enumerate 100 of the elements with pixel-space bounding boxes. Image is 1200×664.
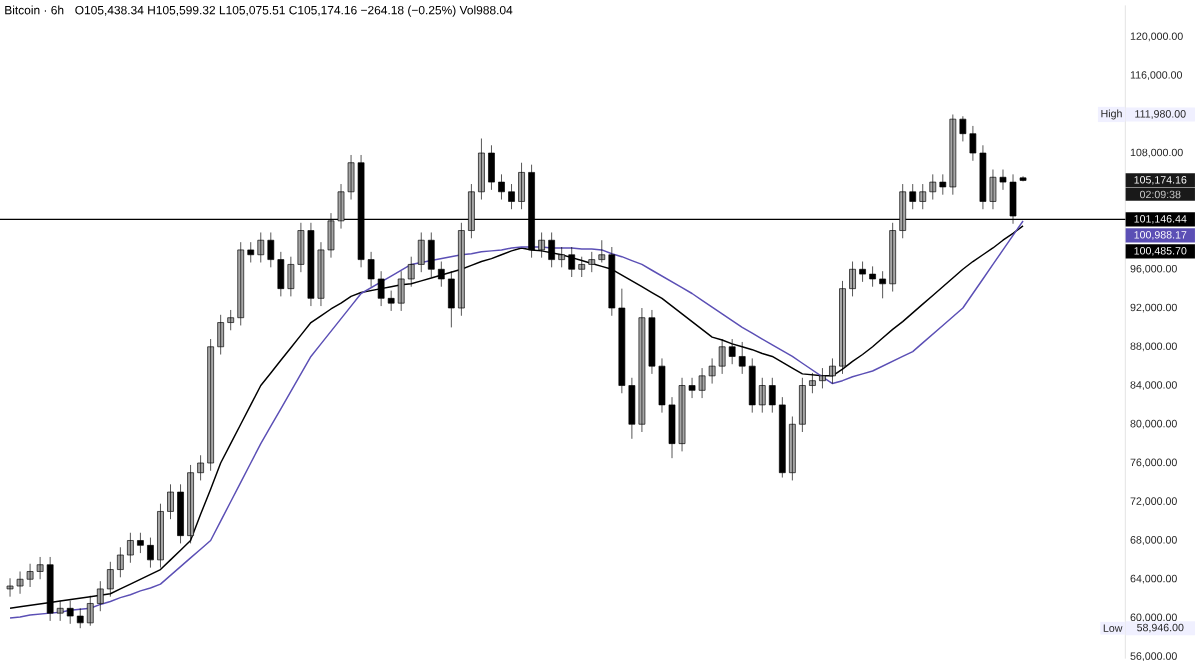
candlestick: [768, 377, 776, 413]
candlestick: [36, 556, 44, 580]
candlestick: [518, 162, 525, 210]
candlestick: [447, 270, 455, 328]
candlestick: [859, 261, 866, 283]
candlestick: [698, 367, 706, 399]
candlestick: [718, 338, 726, 375]
text: 111,980.00: [1135, 110, 1186, 119]
candlestick: [678, 377, 686, 452]
candlestick: [117, 546, 124, 578]
candlestick: [538, 232, 545, 258]
candlestick: [989, 169, 997, 210]
candlestick: [648, 309, 656, 375]
candlestick: [598, 239, 606, 263]
text: 58,946.00: [1137, 623, 1184, 633]
text: Low: [1103, 624, 1123, 632]
y-tick-label: 60,000.00: [1130, 613, 1177, 623]
candlestick: [929, 174, 937, 200]
candlestick: [197, 454, 204, 481]
annotation: O105,438.34 H105,599.32 L105,075.51 C105,174.16 −264.18 (−0.25%) Vol988.04: [75, 5, 513, 17]
candlestick: [578, 256, 586, 278]
candlestick: [427, 232, 435, 278]
candlestick: [347, 154, 355, 200]
candlestick: [618, 288, 626, 394]
candlestick: [778, 396, 786, 478]
candlestick: [508, 183, 515, 210]
candlestick: [237, 241, 245, 326]
candlestick: [548, 232, 555, 268]
y-tick-label: 96,000.00: [1130, 264, 1177, 274]
candlestick: [969, 125, 977, 162]
candlestick: [839, 280, 846, 375]
candlestick: [999, 169, 1007, 191]
candlestick: [949, 114, 957, 196]
candlestick: [187, 464, 194, 544]
candlestick: [849, 261, 856, 297]
candlestick: [167, 483, 174, 520]
candlestick: [207, 338, 214, 472]
y-tick-label: 68,000.00: [1130, 536, 1177, 545]
y-tick-label: 72,000.00: [1130, 497, 1177, 507]
candlestick: [277, 251, 285, 297]
candlestick: [869, 266, 876, 288]
candlestick: [498, 174, 505, 200]
ref-line-label: 101,146.44: [1134, 215, 1187, 224]
text: 100,485.70: [1134, 247, 1187, 256]
candlestick: [668, 396, 676, 459]
y-tick-label: 108,000.00: [1130, 148, 1183, 158]
y-tick-label: 88,000.00: [1130, 342, 1177, 352]
candlestick: [799, 377, 806, 433]
candlestick: [628, 377, 636, 440]
candlestick: [879, 270, 886, 299]
candlestick: [919, 183, 927, 210]
candlestick: [738, 341, 746, 375]
candlestick: [297, 222, 305, 273]
candlestick: [6, 577, 14, 598]
candlestick: [829, 358, 836, 384]
candlestick: [247, 241, 255, 263]
y-tick-label: 120,000.00: [1130, 32, 1183, 42]
candlestick: [558, 246, 566, 268]
candlestick: [959, 115, 967, 142]
candlestick: [728, 338, 736, 365]
y-tick-label: 64,000.00: [1130, 574, 1177, 584]
candlestick: [127, 532, 134, 564]
text: 02:09:38: [1140, 190, 1181, 199]
candlestick: [257, 232, 265, 263]
candlestick: [16, 571, 24, 595]
candlestick: [568, 246, 576, 278]
candlestick: [177, 483, 184, 544]
candlestick: [889, 222, 897, 292]
candlestick: [217, 314, 225, 355]
candlestick: [809, 372, 816, 394]
candlestick: [588, 251, 596, 273]
candlestick: [748, 358, 756, 413]
candlestick: [478, 138, 485, 200]
candlestick: [658, 358, 666, 413]
chart-title: Bitcoin · 6h: [5, 5, 64, 15]
candlestick: [387, 290, 395, 312]
candlestick: [367, 251, 375, 288]
candlestick: [789, 416, 796, 481]
text: 100,988.17: [1134, 231, 1187, 240]
text: 105,174.16: [1134, 176, 1187, 185]
candlestick: [267, 232, 275, 268]
candlestick: [979, 144, 987, 210]
y-tick-label: 80,000.00: [1130, 419, 1177, 429]
candlestick: [106, 561, 114, 598]
candlestick: [688, 377, 696, 399]
candlestick: [26, 563, 34, 588]
candlestick: [488, 144, 495, 191]
candlestick: [708, 358, 716, 384]
candlestick: [287, 256, 295, 297]
y-tick-label: 56,000.00: [1130, 652, 1177, 662]
candlestick: [317, 241, 325, 307]
candlestick: [407, 256, 415, 288]
candlestick: [758, 377, 766, 413]
candlestick: [638, 307, 646, 433]
y-tick-label: 76,000.00: [1130, 458, 1177, 468]
y-tick-label: 84,000.00: [1130, 381, 1177, 390]
candlestick: [417, 232, 425, 273]
candlestick: [819, 367, 826, 389]
candlestick: [377, 270, 385, 307]
y-tick-label: 116,000.00: [1130, 71, 1183, 80]
